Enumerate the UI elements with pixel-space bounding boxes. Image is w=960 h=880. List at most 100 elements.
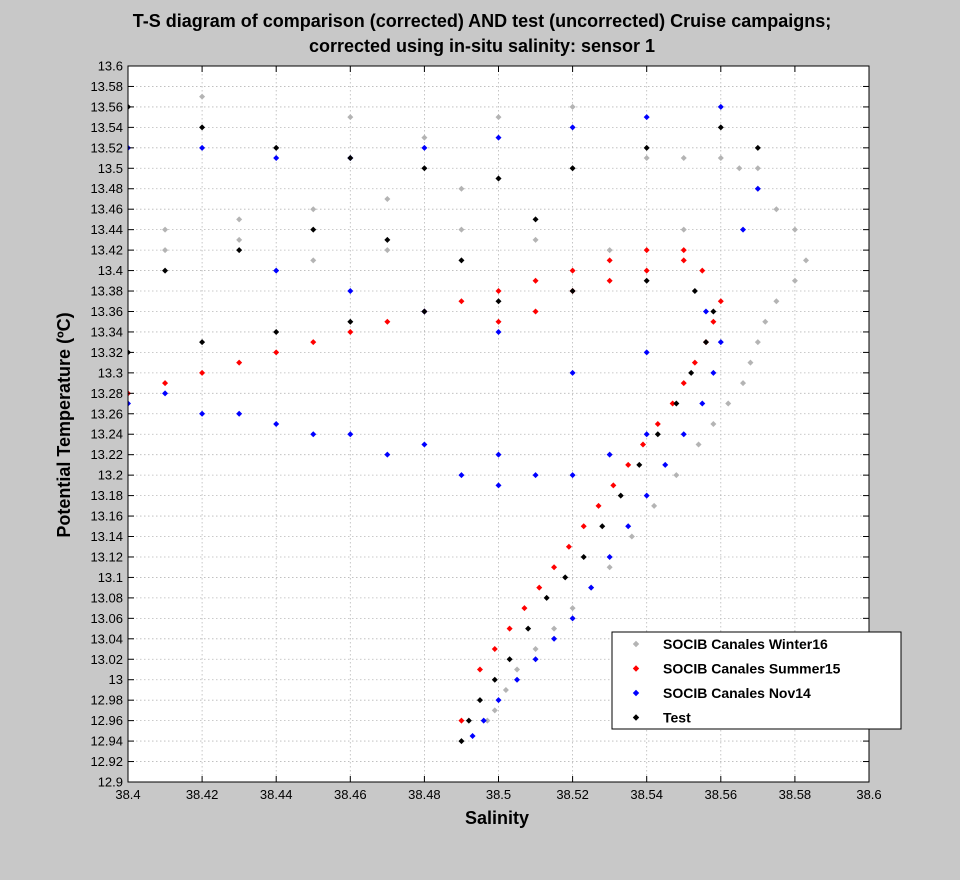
data-point: [639, 441, 646, 448]
data-point: [502, 686, 509, 693]
data-point: [628, 533, 635, 540]
legend-box: [611, 631, 902, 730]
legend-marker: [632, 640, 640, 648]
data-point: [310, 339, 317, 346]
data-point: [495, 175, 502, 182]
data-point: [736, 165, 743, 172]
data-point: [636, 461, 643, 468]
y-tick-label: 13.4: [98, 263, 123, 278]
y-tick-label: 12.92: [90, 754, 123, 769]
data-point: [236, 247, 243, 254]
data-point: [347, 318, 354, 325]
data-point: [199, 124, 206, 131]
data-point: [791, 226, 798, 233]
data-point: [747, 359, 754, 366]
data-point: [458, 226, 465, 233]
chart-title-line-1: T-S diagram of comparison (corrected) AN…: [133, 11, 831, 31]
data-point: [506, 625, 513, 632]
data-point: [565, 543, 572, 550]
data-point: [569, 165, 576, 172]
data-point: [680, 380, 687, 387]
data-point: [680, 257, 687, 264]
data-point: [680, 226, 687, 233]
data-point: [199, 144, 206, 151]
data-point: [717, 155, 724, 162]
data-point: [680, 247, 687, 254]
y-tick-label: 13.32: [90, 345, 123, 360]
data-point: [421, 441, 428, 448]
data-point: [273, 267, 280, 274]
legend-label: SOCIB Canales Summer15: [663, 661, 841, 677]
data-point: [458, 298, 465, 305]
y-tick-label: 13.02: [90, 652, 123, 667]
data-point: [710, 421, 717, 427]
data-point: [310, 431, 317, 438]
data-point: [495, 114, 502, 121]
legend-marker: [632, 714, 640, 721]
data-point: [521, 605, 528, 612]
data-point: [569, 267, 576, 274]
data-point: [480, 717, 487, 724]
data-point: [384, 318, 391, 325]
data-point: [495, 288, 502, 295]
data-point: [476, 666, 483, 673]
y-tick-label: 13.46: [90, 202, 123, 217]
data-point: [491, 646, 498, 653]
legend-marker: [632, 689, 640, 697]
y-tick-labels: 12.9 12.92 12.94 12.96 12.98 13 13.02 13.04 13.0…: [90, 59, 123, 790]
data-point: [595, 502, 602, 509]
data-point: [236, 410, 243, 417]
y-tick-label: 13.36: [90, 304, 123, 319]
y-tick-label: 13.54: [90, 120, 123, 135]
data-point: [791, 277, 798, 284]
data-point: [625, 461, 632, 468]
y-tick-label: 13.5: [98, 161, 123, 176]
y-tick-label: 13.24: [90, 427, 123, 442]
data-point: [384, 451, 391, 458]
data-point: [569, 103, 576, 110]
legend: SOCIB Canales Winter16 SOCIB Canales Summ…: [611, 631, 902, 730]
y-tick-label: 13.26: [90, 406, 123, 421]
data-point: [740, 226, 747, 233]
data-point: [347, 328, 354, 335]
y-tick-label: 13.42: [90, 243, 123, 258]
data-point: [532, 472, 539, 479]
data-point: [569, 124, 576, 131]
data-point: [273, 421, 280, 427]
data-point: [651, 502, 658, 509]
data-point: [754, 185, 761, 192]
data-point: [551, 625, 558, 632]
chart-title-line-2: corrected using in-situ salinity: sensor…: [309, 36, 655, 56]
series-3: [128, 103, 761, 739]
data-point: [551, 635, 558, 642]
data-point: [476, 697, 483, 704]
data-point: [606, 451, 613, 458]
data-point: [606, 553, 613, 560]
data-point: [525, 625, 532, 632]
data-point: [762, 318, 769, 325]
data-point: [162, 247, 169, 254]
y-tick-label: 13.16: [90, 509, 123, 524]
data-point: [384, 247, 391, 254]
data-point: [273, 144, 280, 151]
x-tick-label: 38.54: [630, 787, 663, 802]
y-tick-label: 13.12: [90, 549, 123, 564]
data-point: [495, 298, 502, 305]
chart-title: T-S diagram of comparison (corrected) AN…: [133, 11, 831, 56]
data-point: [673, 472, 680, 479]
data-point: [606, 257, 613, 264]
data-point: [514, 666, 521, 673]
x-axis-label: Salinity: [465, 808, 529, 828]
data-point: [580, 553, 587, 560]
data-point: [458, 257, 465, 264]
data-point: [421, 144, 428, 151]
data-point: [691, 288, 698, 295]
data-point: [273, 328, 280, 335]
data-point: [691, 359, 698, 366]
data-point: [680, 431, 687, 438]
data-point: [599, 523, 606, 530]
data-point: [643, 267, 650, 274]
x-tick-label: 38.44: [260, 787, 293, 802]
data-point: [606, 247, 613, 254]
data-point: [162, 267, 169, 274]
